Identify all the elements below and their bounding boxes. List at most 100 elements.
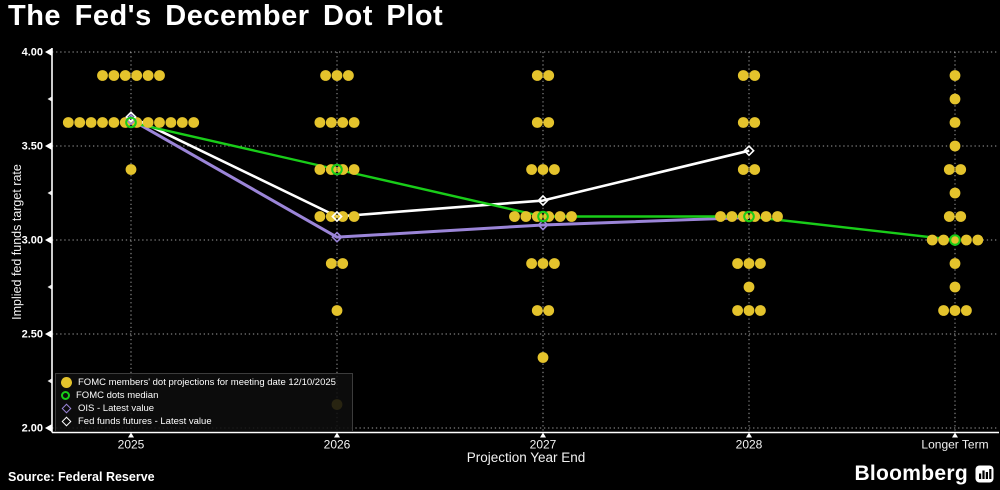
open-diamond-icon <box>61 416 72 427</box>
fomc-dot <box>949 70 961 81</box>
legend-item-ois: OIS - Latest value <box>61 402 347 415</box>
fomc-dot <box>343 70 354 81</box>
median-marker <box>537 210 549 223</box>
fomc-dot <box>62 117 74 128</box>
fomc-dot <box>142 117 154 128</box>
fomc-dot <box>554 211 566 222</box>
y-tick-label: 2.50 <box>22 329 43 341</box>
fomc-dot <box>949 117 961 128</box>
fomc-dot <box>749 70 761 81</box>
fomc-dot <box>97 70 108 81</box>
fomc-dot <box>119 70 131 81</box>
fomc-dot <box>314 117 326 128</box>
y-tick-label: 3.50 <box>22 141 43 153</box>
median-marker <box>125 116 137 129</box>
y-tick-arrow <box>45 48 52 56</box>
fomc-dot <box>348 211 360 222</box>
median-marker <box>331 163 343 176</box>
fomc-dot <box>743 258 755 269</box>
fomc-dot <box>314 164 326 175</box>
fomc-dot <box>737 70 749 81</box>
futures-line <box>130 115 750 218</box>
x-tick-arrow <box>746 432 752 438</box>
legend-label: FOMC members' dot projections for meetin… <box>78 377 336 388</box>
open-circle-icon <box>61 391 70 400</box>
fomc-dot <box>526 258 537 269</box>
fomc-dot <box>108 70 120 81</box>
y-tick-arrow <box>45 142 52 150</box>
x-tick-arrow <box>952 432 958 438</box>
x-tick-label: 2025 <box>118 438 145 452</box>
chart-legend: FOMC members' dot projections for meetin… <box>55 373 353 432</box>
fomc-dot <box>337 258 349 269</box>
fomc-dot <box>331 70 343 81</box>
fomc-dot <box>938 305 949 316</box>
fomc-dot <box>97 117 108 128</box>
fomc-dot <box>520 211 532 222</box>
x-tick-arrow <box>128 432 134 438</box>
fomc-dot <box>108 117 120 128</box>
bloomberg-wordmark: Bloomberg <box>854 462 968 485</box>
bloomberg-terminal-icon <box>975 465 994 483</box>
y-axis-title: Implied fed funds target rate <box>10 164 24 320</box>
y-tick-arrow <box>45 236 52 244</box>
fomc-dot <box>955 164 967 175</box>
chart-title: The Fed's December Dot Plot <box>8 0 444 32</box>
futures-marker <box>331 210 343 223</box>
legend-item-median: FOMC dots median <box>61 389 347 402</box>
fomc-dot <box>737 117 749 128</box>
legend-label: Fed funds futures - Latest value <box>78 416 212 427</box>
fomc-dot <box>949 234 961 246</box>
fomc-dot <box>732 258 743 269</box>
fomc-dot <box>325 258 337 269</box>
fomc-dot <box>543 305 555 316</box>
median-marker <box>743 210 755 223</box>
y-tick-arrow <box>45 330 52 338</box>
fomc-dot <box>314 211 326 222</box>
fomc-dot <box>154 117 165 128</box>
median-line <box>130 121 956 242</box>
y-tick-label: 4.00 <box>22 47 43 59</box>
fomc-dot <box>85 117 97 128</box>
source-note: Source: Federal Reserve <box>8 470 155 484</box>
fomc-dot <box>566 211 577 222</box>
fomc-dot <box>188 117 200 128</box>
fomc-dot <box>348 117 360 128</box>
fomc-dot <box>743 305 755 316</box>
legend-item-fomc-dots: FOMC members' dot projections for meetin… <box>61 376 347 389</box>
fomc-dot <box>938 234 949 246</box>
fomc-dot <box>549 258 560 269</box>
median-marker <box>949 234 961 246</box>
fomc-dot <box>726 211 738 222</box>
fomc-dot <box>142 70 154 81</box>
x-tick-label: 2028 <box>736 438 763 452</box>
fomc-dot <box>531 117 543 128</box>
futures-marker <box>743 144 755 157</box>
fomc-dot <box>543 117 555 128</box>
fomc-dot <box>772 211 783 222</box>
fomc-dot <box>549 164 560 175</box>
fomc-dot <box>176 117 188 128</box>
y-minor-tick <box>47 378 52 384</box>
x-tick-label: Longer Term <box>921 438 988 452</box>
fomc-dot <box>949 281 961 293</box>
fomc-dot <box>131 70 143 81</box>
fomc-dot <box>531 305 543 316</box>
fomc-dot <box>949 305 961 316</box>
ois-marker <box>331 231 343 243</box>
x-tick-arrow <box>540 432 546 438</box>
y-minor-tick <box>47 284 52 290</box>
ois-line <box>130 118 750 239</box>
legend-item-futures: Fed funds futures - Latest value <box>61 415 347 428</box>
fomc-dot <box>949 93 961 105</box>
x-tick-label: 2027 <box>530 438 557 452</box>
bloomberg-logo: Bloomberg <box>854 462 994 486</box>
fomc-dot <box>755 258 766 269</box>
fomc-dot <box>743 281 755 293</box>
fomc-dot <box>348 164 360 175</box>
fomc-dot <box>760 211 772 222</box>
x-tick-arrow <box>334 432 340 438</box>
fomc-dot <box>320 70 331 81</box>
